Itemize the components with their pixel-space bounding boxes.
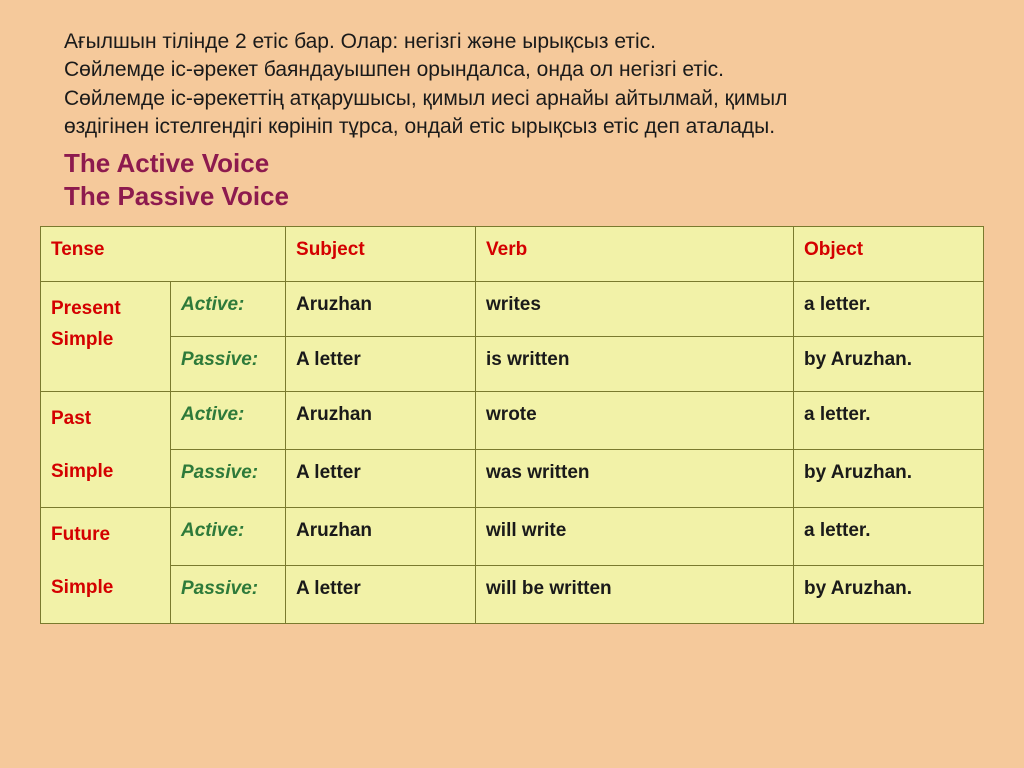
tense-label: Past	[51, 408, 91, 429]
subject-text: Aruzhan	[296, 520, 372, 541]
voice-cell: Active:	[171, 282, 286, 337]
object-cell: by Aruzhan.	[794, 337, 984, 392]
tense-cell: Present Simple	[41, 282, 171, 392]
voice-passive-label: Passive:	[181, 349, 258, 370]
subject-cell: Aruzhan	[286, 508, 476, 566]
object-cell: a letter.	[794, 508, 984, 566]
header-subject: Subject	[286, 227, 476, 282]
voice-cell: Passive:	[171, 337, 286, 392]
verb-cell: will be written	[476, 566, 794, 624]
object-text: a letter.	[804, 520, 871, 541]
subject-cell: Aruzhan	[286, 282, 476, 337]
object-text: a letter.	[804, 404, 871, 425]
subject-text: Aruzhan	[296, 294, 372, 315]
tense-cell: Past Simple	[41, 392, 171, 508]
verb-cell: wrote	[476, 392, 794, 450]
object-cell: a letter.	[794, 392, 984, 450]
verb-text: wrote	[486, 404, 537, 425]
object-text: a letter.	[804, 294, 871, 315]
subject-text: A letter	[296, 578, 361, 599]
subject-cell: A letter	[286, 337, 476, 392]
voice-active-label: Active:	[181, 520, 244, 541]
tense-label: Simple	[51, 329, 113, 350]
verb-cell: is written	[476, 337, 794, 392]
intro-line: өздігінен істелгендігі көрініп тұрса, он…	[64, 113, 984, 141]
table-row: Passive: A letter will be written by Aru…	[41, 566, 984, 624]
table-row: Present Simple Active: Aruzhan writes a …	[41, 282, 984, 337]
verb-cell: will write	[476, 508, 794, 566]
subject-cell: A letter	[286, 566, 476, 624]
subject-text: A letter	[296, 349, 361, 370]
object-text: by Aruzhan.	[804, 462, 912, 483]
verb-text: will be written	[486, 578, 612, 599]
verb-cell: was written	[476, 450, 794, 508]
table-header-row: Tense Subject Verb Object	[41, 227, 984, 282]
verb-cell: writes	[476, 282, 794, 337]
voice-headings: The Active Voice The Passive Voice	[40, 147, 984, 212]
voice-cell: Active:	[171, 508, 286, 566]
voice-passive-label: Passive:	[181, 462, 258, 483]
intro-line: Сөйлемде іс-әрекеттің атқарушысы, қимыл …	[64, 85, 984, 113]
tense-label: Present	[51, 298, 121, 319]
table-row: Future Simple Active: Aruzhan will write…	[41, 508, 984, 566]
object-text: by Aruzhan.	[804, 349, 912, 370]
header-object: Object	[794, 227, 984, 282]
header-tense: Tense	[41, 227, 286, 282]
voice-cell: Passive:	[171, 450, 286, 508]
subject-text: A letter	[296, 462, 361, 483]
verb-text: was written	[486, 462, 589, 483]
object-cell: by Aruzhan.	[794, 566, 984, 624]
table-row: Passive: A letter is written by Aruzhan.	[41, 337, 984, 392]
voice-passive-label: Passive:	[181, 578, 258, 599]
intro-text: Ағылшын тілінде 2 етіс бар. Олар: негізг…	[40, 28, 984, 141]
intro-line: Ағылшын тілінде 2 етіс бар. Олар: негізг…	[64, 28, 984, 56]
voice-active-label: Active:	[181, 294, 244, 315]
voice-cell: Active:	[171, 392, 286, 450]
verb-text: is written	[486, 349, 569, 370]
table-row: Passive: A letter was written by Aruzhan…	[41, 450, 984, 508]
voice-cell: Passive:	[171, 566, 286, 624]
verb-text: writes	[486, 294, 541, 315]
grammar-table: Tense Subject Verb Object Present Simple…	[40, 226, 984, 624]
intro-line: Сөйлемде іс-әрекет баяндауышпен орындалс…	[64, 56, 984, 84]
object-cell: a letter.	[794, 282, 984, 337]
voice-active-label: Active:	[181, 404, 244, 425]
tense-cell: Future Simple	[41, 508, 171, 624]
object-cell: by Aruzhan.	[794, 450, 984, 508]
header-verb: Verb	[476, 227, 794, 282]
subject-cell: A letter	[286, 450, 476, 508]
object-text: by Aruzhan.	[804, 578, 912, 599]
verb-text: will write	[486, 520, 566, 541]
subject-cell: Aruzhan	[286, 392, 476, 450]
active-voice-heading: The Active Voice	[64, 147, 984, 180]
subject-text: Aruzhan	[296, 404, 372, 425]
tense-label: Simple	[51, 577, 113, 598]
tense-label: Simple	[51, 461, 113, 482]
tense-label: Future	[51, 524, 110, 545]
passive-voice-heading: The Passive Voice	[64, 180, 984, 213]
table-row: Past Simple Active: Aruzhan wrote a lett…	[41, 392, 984, 450]
